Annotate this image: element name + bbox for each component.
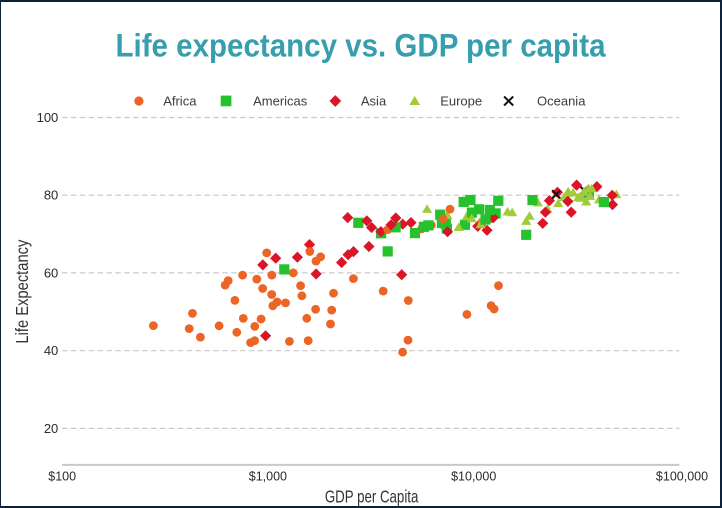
svg-text:$100: $100 xyxy=(48,470,76,484)
svg-text:GDP per Capita: GDP per Capita xyxy=(325,487,419,507)
svg-text:60: 60 xyxy=(44,265,58,280)
svg-text:40: 40 xyxy=(44,343,58,358)
svg-text:Life Expectancy: Life Expectancy xyxy=(12,239,32,343)
svg-text:Asia: Asia xyxy=(361,93,387,108)
svg-text:100: 100 xyxy=(37,110,59,125)
svg-text:80: 80 xyxy=(44,188,58,203)
svg-text:$100,000: $100,000 xyxy=(656,470,708,484)
svg-text:Americas: Americas xyxy=(253,93,308,108)
svg-text:Africa: Africa xyxy=(163,93,197,108)
svg-text:Europe: Europe xyxy=(440,93,482,108)
svg-text:Life expectancy vs. GDP per ca: Life expectancy vs. GDP per capita xyxy=(116,28,606,64)
svg-text:$10,000: $10,000 xyxy=(451,470,496,484)
svg-text:Oceania: Oceania xyxy=(537,93,586,108)
svg-text:$1,000: $1,000 xyxy=(249,470,287,484)
svg-text:20: 20 xyxy=(44,421,58,436)
